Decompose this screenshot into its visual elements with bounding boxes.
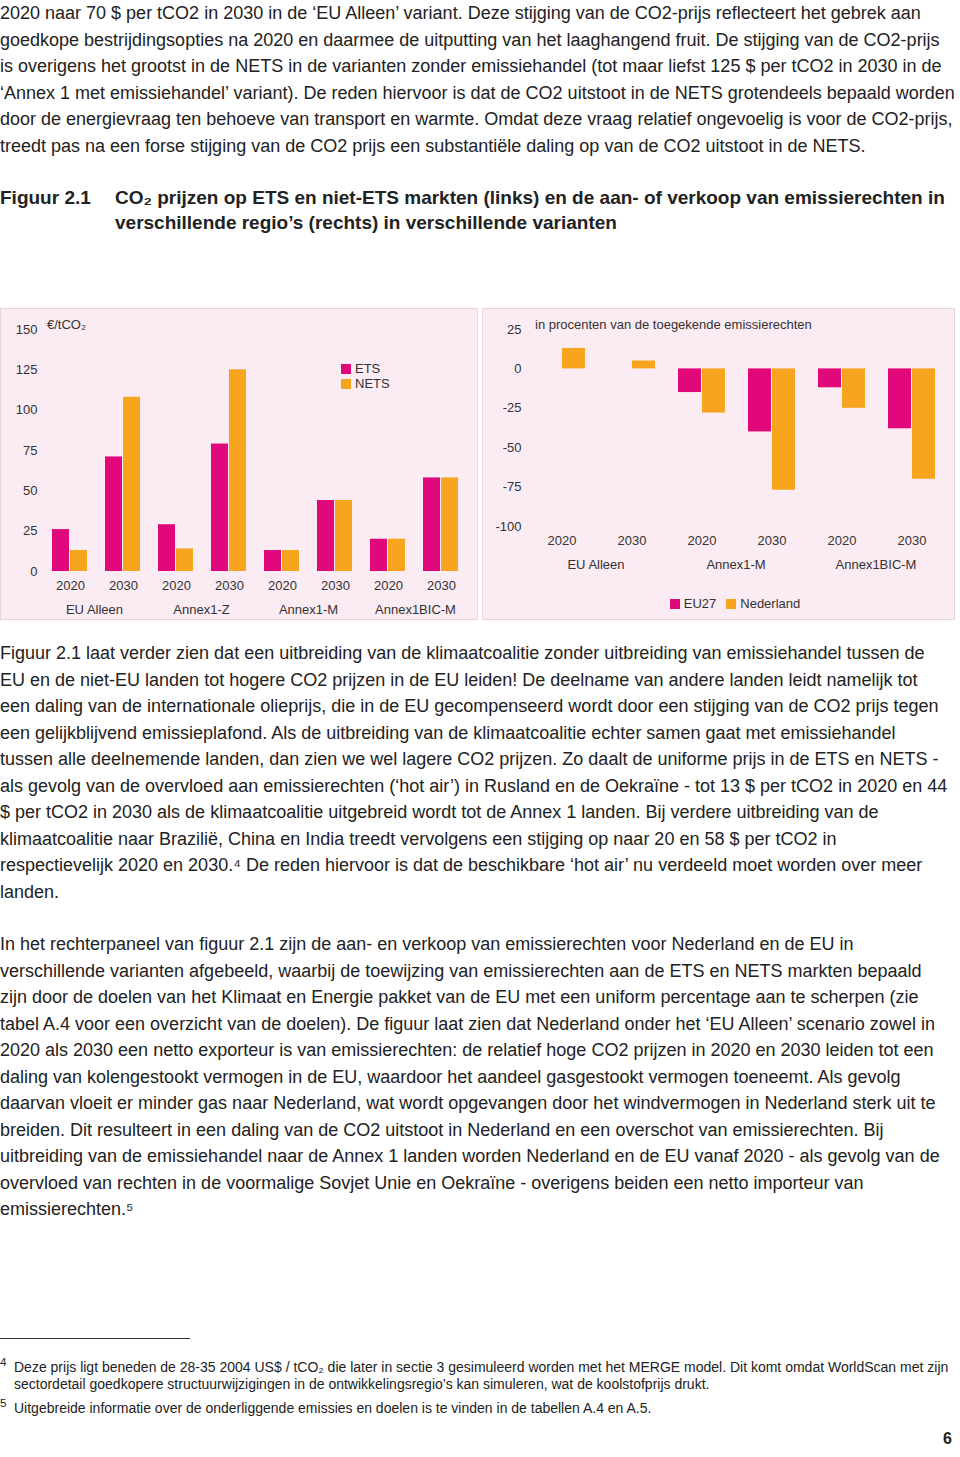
svg-text:-25: -25 <box>503 400 522 415</box>
html-text:2020 naar 70 $ per tCO2 in 203: 2020 naar 70 $ per tCO2 in 2030 in de ‘E… <box>0 3 955 156</box>
svg-text:2030: 2030 <box>321 578 350 593</box>
html-text:Figuur 2.1: Figuur 2.1 <box>0 187 91 208</box>
html-text:4: 4 <box>0 1355 7 1368</box>
svg-text:75: 75 <box>23 443 37 458</box>
svg-text:125: 125 <box>16 362 38 377</box>
svg-text:2030: 2030 <box>758 533 787 548</box>
html-text:NETS: NETS <box>355 376 390 391</box>
svg-text:2020: 2020 <box>688 533 717 548</box>
svg-text:2030: 2030 <box>898 533 927 548</box>
svg-text:50: 50 <box>23 483 37 498</box>
html-text:Figuur 2.1 laat verder zien da: Figuur 2.1 laat verder zien dat een uitb… <box>0 643 948 902</box>
svg-text:2020: 2020 <box>56 578 85 593</box>
svg-text:25: 25 <box>507 322 521 337</box>
svg-text:2020: 2020 <box>828 533 857 548</box>
html-text:Nederland: Nederland <box>740 596 801 611</box>
html-text:Annex1BIC-M: Annex1BIC-M <box>375 601 456 617</box>
svg-text:-50: -50 <box>503 440 522 455</box>
html-text:In het rechterpaneel van figuu: In het rechterpaneel van figuur 2.1 zijn… <box>0 934 940 1219</box>
svg-text:2020: 2020 <box>548 533 577 548</box>
html-text:€/tCO₂: €/tCO₂ <box>47 317 86 332</box>
html-text:in procenten van de toegekende: in procenten van de toegekende emissiere… <box>535 317 812 332</box>
html-text:Annex1-Z: Annex1-Z <box>173 601 230 617</box>
html-text:EU Alleen: EU Alleen <box>567 556 625 572</box>
svg-text:0: 0 <box>30 564 37 579</box>
svg-text:2030: 2030 <box>427 578 456 593</box>
svg-text:100: 100 <box>16 402 38 417</box>
html-text:Deze prijs ligt beneden de 28-: Deze prijs ligt beneden de 28-35 2004 US… <box>14 1358 949 1392</box>
svg-text:150: 150 <box>16 322 38 337</box>
svg-text:2030: 2030 <box>109 578 138 593</box>
svg-text:-100: -100 <box>495 519 521 534</box>
html-text:6: 6 <box>943 1430 952 1447</box>
svg-text:25: 25 <box>23 523 37 538</box>
svg-text:2020: 2020 <box>162 578 191 593</box>
svg-text:2020: 2020 <box>374 578 403 593</box>
html-text:Annex1-M: Annex1-M <box>706 556 766 572</box>
svg-text:0: 0 <box>514 361 521 376</box>
html-text:EU Alleen: EU Alleen <box>66 601 123 617</box>
svg-text:2020: 2020 <box>268 578 297 593</box>
html-text:Annex1-M: Annex1-M <box>278 601 339 617</box>
html-text:Annex1BIC-M: Annex1BIC-M <box>835 556 917 572</box>
html-text:CO₂ prijzen op ETS en niet-ETS: CO₂ prijzen op ETS en niet-ETS markten (… <box>115 187 945 233</box>
html-text:EU27: EU27 <box>683 596 717 611</box>
html-text:Uitgebreide informatie over de: Uitgebreide informatie over de onderligg… <box>14 1399 652 1416</box>
svg-text:-75: -75 <box>503 479 522 494</box>
html-text:5: 5 <box>0 1395 7 1409</box>
svg-text:2030: 2030 <box>215 578 244 593</box>
svg-text:2030: 2030 <box>618 533 647 548</box>
html-text:ETS: ETS <box>355 361 381 376</box>
